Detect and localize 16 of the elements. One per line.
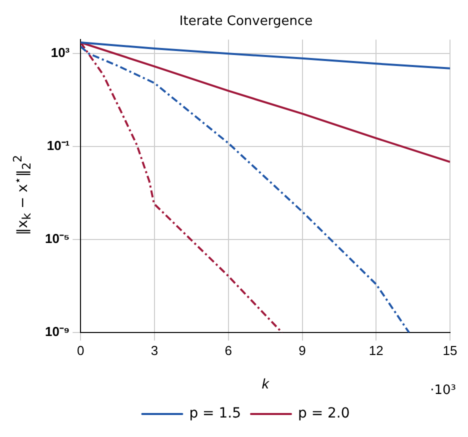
y-tick-label: 10⁻⁵ (45, 231, 70, 246)
line-series (80, 46, 410, 333)
chart-title: Iterate Convergence (179, 14, 313, 30)
x-tick-label: 6 (224, 342, 232, 358)
x-tick-label: 9 (298, 342, 306, 358)
x-tick-label: 3 (150, 342, 158, 358)
text: ·10³ (430, 382, 456, 398)
y-tick-label: 10⁻⁹ (44, 324, 70, 340)
x-tick-label: 0 (77, 342, 84, 358)
x-tick-label: 15 (442, 342, 458, 358)
legend-label: p = 1.5 (189, 406, 242, 422)
x-tick-label: 12 (368, 342, 384, 358)
y-tick-label: 10³ (50, 45, 70, 60)
legend-label: p = 2.0 (298, 406, 350, 422)
y-tick-label: 10⁻¹ (46, 138, 70, 154)
x-axis-title: k (262, 375, 270, 392)
